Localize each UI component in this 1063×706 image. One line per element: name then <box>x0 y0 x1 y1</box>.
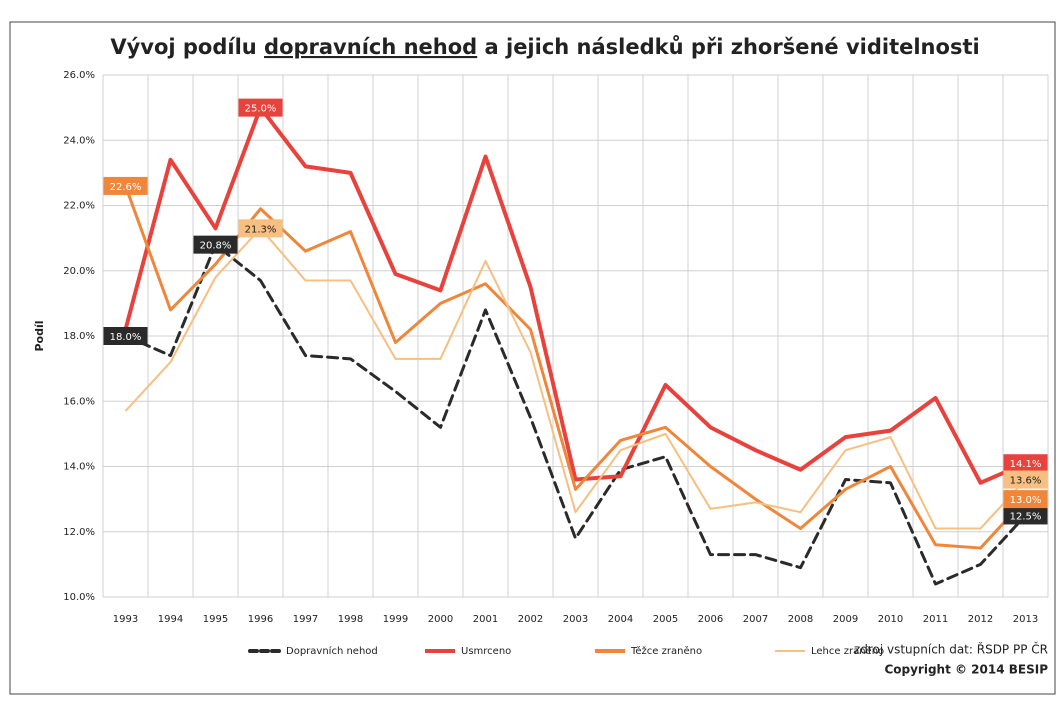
legend-label: Těžce zraněno <box>630 645 702 657</box>
x-tick-label: 2001 <box>473 614 498 625</box>
series-line <box>124 243 1027 586</box>
x-tick-label: 2009 <box>833 614 858 625</box>
value-label: 22.6% <box>110 182 142 193</box>
x-tick-label: 2007 <box>743 614 768 625</box>
title-part: Vývoj podílu <box>110 35 264 59</box>
x-tick-label: 1996 <box>248 614 273 625</box>
x-tick-label: 2004 <box>608 614 633 625</box>
value-label: 14.1% <box>1010 459 1042 470</box>
value-label: 20.8% <box>200 241 232 252</box>
value-label-box <box>238 219 283 238</box>
series-line <box>123 105 1027 485</box>
y-tick-label: 12.0% <box>63 527 95 538</box>
y-tick-label: 24.0% <box>63 135 95 146</box>
chart-frame <box>9 21 1056 695</box>
series-line <box>124 185 1027 550</box>
x-tick-label: 2000 <box>428 614 453 625</box>
value-label: 13.6% <box>1010 476 1042 487</box>
value-label: 25.0% <box>245 104 277 115</box>
y-tick-label: 20.0% <box>63 266 95 277</box>
x-tick-label: 2005 <box>653 614 678 625</box>
y-tick-label: 18.0% <box>63 331 95 342</box>
value-label: 12.5% <box>1010 511 1042 522</box>
y-tick-label: 16.0% <box>63 396 95 407</box>
series-line <box>124 227 1027 530</box>
chart-title: Vývoj podílu dopravních nehod a jejich n… <box>110 35 979 59</box>
x-tick-label: 2010 <box>878 614 903 625</box>
value-label-box <box>193 235 238 254</box>
x-tick-label: 2011 <box>923 614 948 625</box>
x-tick-label: 1998 <box>338 614 363 625</box>
value-label: 21.3% <box>245 224 277 235</box>
y-axis-label: Podíl <box>33 320 46 351</box>
value-label-box <box>1003 490 1048 509</box>
value-label-box <box>1003 470 1048 489</box>
legend-label: Lehce zraněno <box>811 645 884 657</box>
value-label-box <box>103 327 148 345</box>
x-tick-label: 1994 <box>158 614 183 625</box>
value-label-box <box>1003 454 1048 473</box>
x-tick-label: 2008 <box>788 614 813 625</box>
y-tick-label: 10.0% <box>63 592 95 603</box>
x-tick-label: 1999 <box>383 614 408 625</box>
value-label: 13.0% <box>1010 495 1042 506</box>
title-part: dopravních nehod <box>264 35 477 59</box>
x-tick-label: 1995 <box>203 614 228 625</box>
x-tick-label: 1993 <box>113 614 138 625</box>
x-tick-label: 1997 <box>293 614 318 625</box>
copyright: Copyright © 2014 BESIP <box>884 663 1048 677</box>
legend-label: Dopravních nehod <box>286 645 378 657</box>
x-tick-label: 2012 <box>968 614 993 625</box>
value-label-box <box>103 176 148 195</box>
x-tick-label: 2003 <box>563 614 588 625</box>
value-label-box <box>1003 506 1048 525</box>
value-label: 18.0% <box>110 332 142 343</box>
source: zdroj vstupních dat: ŘSDP PP ČR <box>854 642 1048 657</box>
y-tick-label: 14.0% <box>63 462 95 473</box>
legend-label: Usmrceno <box>461 646 511 657</box>
value-label-box <box>238 98 283 117</box>
y-tick-label: 22.0% <box>63 201 95 212</box>
x-tick-label: 2013 <box>1013 614 1038 625</box>
title-part: a jejich následků při zhoršené viditelno… <box>477 35 979 59</box>
x-tick-label: 2006 <box>698 614 723 625</box>
y-tick-label: 26.0% <box>63 70 95 81</box>
x-tick-label: 2002 <box>518 614 543 625</box>
